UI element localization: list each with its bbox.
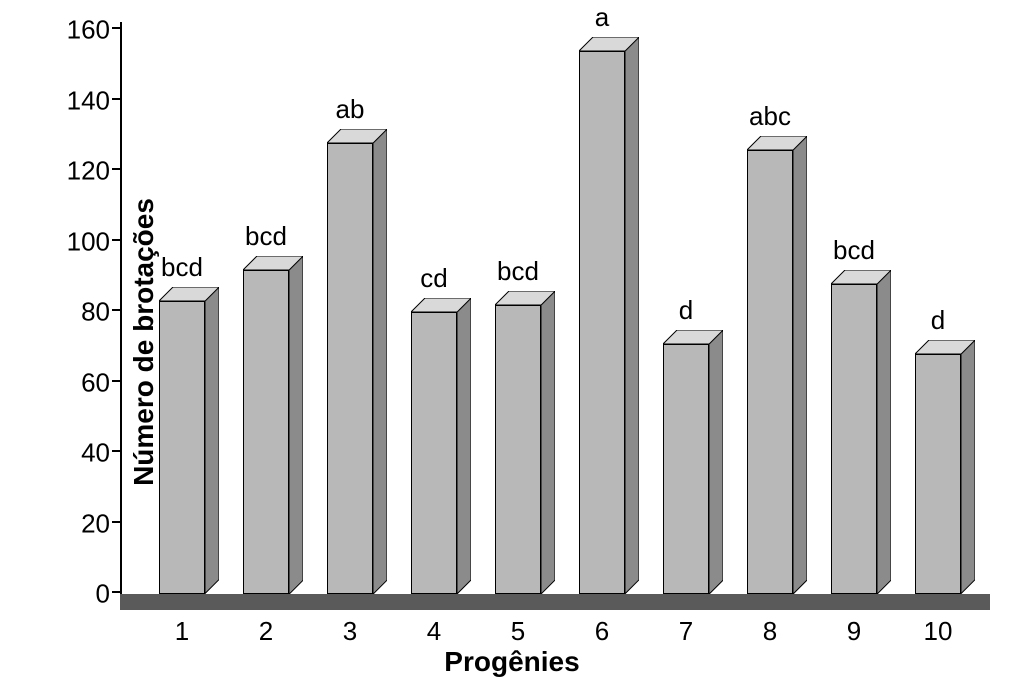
x-tick-label: 10 — [924, 616, 953, 647]
y-tick-mark — [112, 309, 120, 311]
x-tick-label: 9 — [847, 616, 861, 647]
y-tick-mark — [112, 380, 120, 382]
y-tick-mark — [112, 239, 120, 241]
bar-significance-label: cd — [420, 263, 447, 294]
bar-significance-label: bcd — [833, 235, 875, 266]
plot-area: 020406080100120140160bcd1bcd2ab3cd4bcd5a… — [120, 20, 990, 610]
bar-top — [327, 129, 387, 143]
bar-significance-label: abc — [749, 101, 791, 132]
bar-side — [205, 287, 219, 594]
bar-significance-label: bcd — [497, 256, 539, 287]
y-tick-label: 0 — [96, 579, 110, 610]
bar: bcd — [495, 305, 541, 594]
y-tick-mark — [112, 27, 120, 29]
y-tick-label: 40 — [81, 438, 110, 469]
bar: a — [579, 51, 625, 594]
bar-front — [411, 312, 457, 594]
y-tick-mark — [112, 591, 120, 593]
bar-significance-label: ab — [336, 94, 365, 125]
y-tick-mark — [112, 521, 120, 523]
y-tick-mark — [112, 450, 120, 452]
y-tick-label: 100 — [67, 226, 110, 257]
bar-front — [747, 150, 793, 594]
bar: d — [663, 344, 709, 594]
y-tick-label: 120 — [67, 156, 110, 187]
bar-significance-label: d — [679, 295, 693, 326]
bar-top — [495, 291, 555, 305]
y-axis-line — [120, 22, 122, 594]
bar-front — [159, 301, 205, 594]
bar-top — [243, 256, 303, 270]
bar-front — [495, 305, 541, 594]
x-axis-label: Progênies — [444, 646, 579, 678]
bar-significance-label: bcd — [161, 252, 203, 283]
bar: ab — [327, 143, 373, 594]
bar-significance-label: d — [931, 305, 945, 336]
y-tick-mark — [112, 98, 120, 100]
y-tick-label: 80 — [81, 297, 110, 328]
bar-front — [243, 270, 289, 594]
x-tick-label: 6 — [595, 616, 609, 647]
y-tick-label: 140 — [67, 85, 110, 116]
bar-front — [831, 284, 877, 594]
y-tick-label: 160 — [67, 15, 110, 46]
bar-side — [961, 340, 975, 594]
x-tick-label: 1 — [175, 616, 189, 647]
x-tick-label: 8 — [763, 616, 777, 647]
bar-front — [915, 354, 961, 594]
bar: abc — [747, 150, 793, 594]
x-tick-label: 7 — [679, 616, 693, 647]
bar-side — [289, 256, 303, 594]
x-tick-label: 2 — [259, 616, 273, 647]
bar-top — [411, 298, 471, 312]
bar: bcd — [831, 284, 877, 594]
bar-side — [709, 330, 723, 594]
bar-significance-label: bcd — [245, 221, 287, 252]
bar-top — [663, 330, 723, 344]
chart-container: Número de brotações Progênies 0204060801… — [0, 0, 1024, 684]
bar-top — [915, 340, 975, 354]
x-tick-label: 5 — [511, 616, 525, 647]
bar-front — [663, 344, 709, 594]
bar-front — [579, 51, 625, 594]
bar-top — [579, 37, 639, 51]
bar-top — [159, 287, 219, 301]
bar-side — [793, 136, 807, 594]
bar-side — [373, 129, 387, 594]
bar: bcd — [243, 270, 289, 594]
x-tick-label: 4 — [427, 616, 441, 647]
y-tick-label: 60 — [81, 367, 110, 398]
bar: bcd — [159, 301, 205, 594]
y-tick-label: 20 — [81, 508, 110, 539]
x-tick-label: 3 — [343, 616, 357, 647]
plot-floor — [120, 594, 990, 610]
bar-side — [457, 298, 471, 594]
bar: cd — [411, 312, 457, 594]
bar-significance-label: a — [595, 2, 609, 33]
bar-side — [877, 270, 891, 594]
y-tick-mark — [112, 168, 120, 170]
bar-front — [327, 143, 373, 594]
bar-top — [831, 270, 891, 284]
bar-top — [747, 136, 807, 150]
bar: d — [915, 354, 961, 594]
bar-side — [625, 37, 639, 594]
bar-side — [541, 291, 555, 594]
